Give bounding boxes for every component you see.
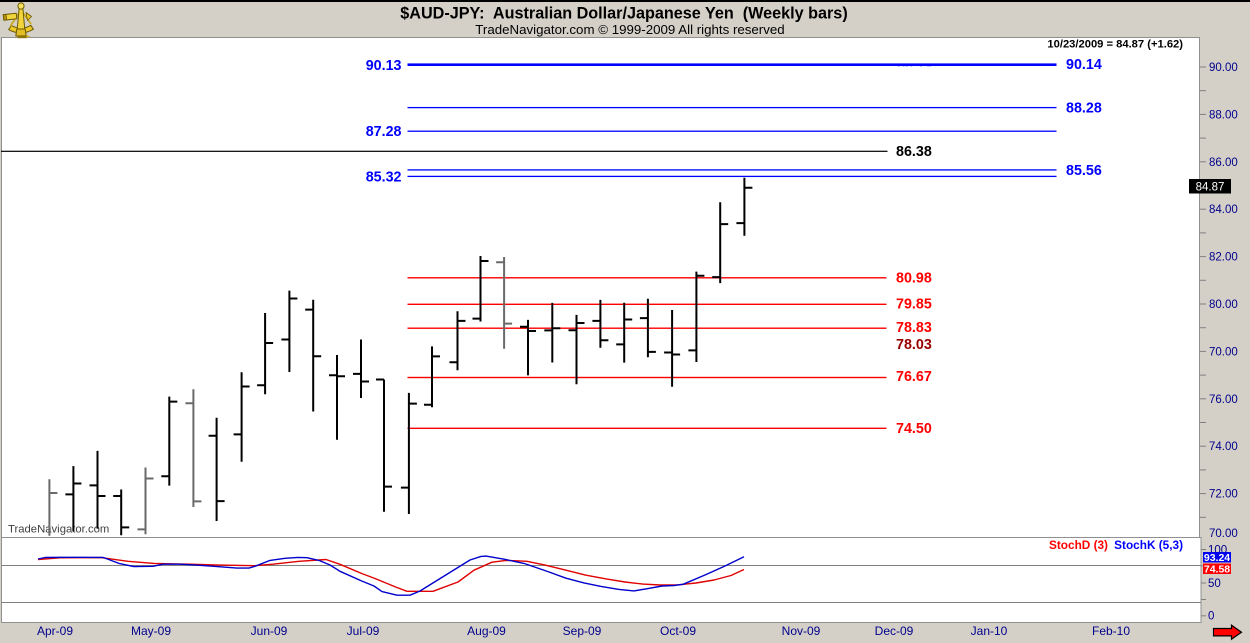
svg-text:Jul-09: Jul-09 [347,624,380,638]
svg-text:85.56: 85.56 [1066,163,1102,179]
svg-text:88.00: 88.00 [1209,109,1238,121]
svg-text:78.83: 78.83 [896,320,932,336]
svg-text:TradeNavigator.com © 1999-2009: TradeNavigator.com © 1999-2009 All right… [475,22,784,37]
svg-text:Jun-09: Jun-09 [251,624,288,638]
svg-text:85.32: 85.32 [366,169,402,185]
svg-text:88.28: 88.28 [1066,101,1102,117]
svg-text:Dec-09: Dec-09 [875,624,914,638]
svg-text:90.14: 90.14 [897,60,932,76]
svg-text:Feb-10: Feb-10 [1092,624,1130,638]
svg-text:0: 0 [1208,611,1214,623]
svg-text:90.14: 90.14 [1066,57,1102,73]
svg-text:93.24: 93.24 [1204,552,1230,564]
svg-text:86.38: 86.38 [896,144,932,160]
svg-text:76.67: 76.67 [896,369,932,385]
svg-text:$AUD-JPY: Australian Dollar/J: $AUD-JPY: Australian Dollar/Japanese Yen… [400,5,847,23]
svg-text:50: 50 [1208,578,1221,590]
svg-text:70.00: 70.00 [1209,346,1238,358]
svg-text:90.13: 90.13 [366,58,402,74]
svg-text:Oct-09: Oct-09 [660,624,696,638]
svg-text:90.00: 90.00 [1209,62,1238,74]
svg-text:StochD (3): StochD (3) [1049,538,1108,552]
svg-text:84.87: 84.87 [1196,182,1225,194]
svg-text:80.98: 80.98 [896,270,932,286]
svg-text:72.00: 72.00 [1209,489,1238,501]
svg-text:76.00: 76.00 [1209,394,1238,406]
svg-text:74.50: 74.50 [896,421,932,437]
svg-text:86.00: 86.00 [1209,157,1238,169]
svg-text:74.58: 74.58 [1204,564,1230,576]
svg-text:Jan-10: Jan-10 [971,624,1008,638]
svg-text:StochK (5,3): StochK (5,3) [1114,538,1183,552]
svg-text:87.28: 87.28 [366,124,402,140]
svg-text:Apr-09: Apr-09 [37,624,73,638]
svg-text:82.00: 82.00 [1209,252,1238,264]
svg-text:70.00: 70.00 [1209,528,1238,540]
svg-text:78.03: 78.03 [896,337,932,353]
svg-text:74.00: 74.00 [1209,441,1238,453]
svg-text:84.00: 84.00 [1209,204,1238,216]
svg-text:Aug-09: Aug-09 [467,624,506,638]
svg-text:TradeNavigator.com: TradeNavigator.com [8,524,109,536]
svg-text:May-09: May-09 [131,624,171,638]
svg-text:Sep-09: Sep-09 [563,624,602,638]
svg-text:10/23/2009 = 84.87 (+1.62): 10/23/2009 = 84.87 (+1.62) [1047,39,1183,51]
svg-text:79.85: 79.85 [896,296,932,312]
svg-text:80.00: 80.00 [1209,299,1238,311]
svg-text:Nov-09: Nov-09 [782,624,821,638]
